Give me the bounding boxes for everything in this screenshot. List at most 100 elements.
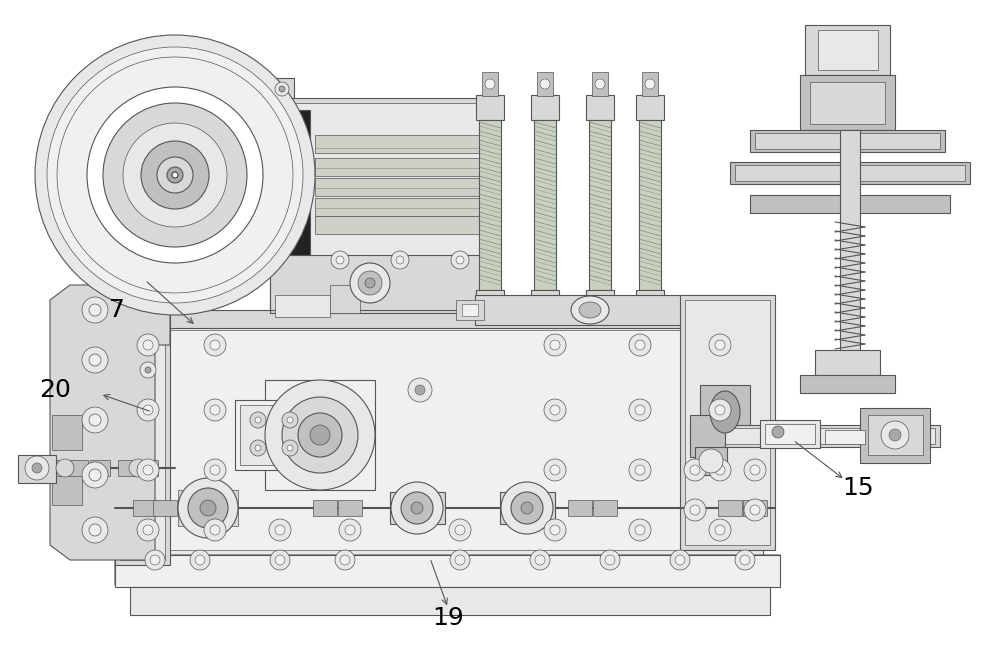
Circle shape	[210, 405, 220, 415]
Bar	[479, 120, 501, 290]
Circle shape	[629, 459, 651, 481]
Circle shape	[56, 459, 74, 477]
Circle shape	[200, 500, 216, 516]
Circle shape	[690, 505, 700, 515]
Circle shape	[123, 123, 227, 227]
Bar	[735, 165, 965, 181]
Bar	[800, 75, 895, 130]
Circle shape	[391, 251, 409, 269]
Bar	[235, 400, 320, 470]
Bar	[534, 120, 556, 290]
Circle shape	[485, 79, 495, 89]
Circle shape	[129, 459, 147, 477]
Circle shape	[275, 525, 285, 535]
Circle shape	[32, 463, 42, 473]
Bar	[535, 120, 555, 295]
Bar	[815, 350, 880, 375]
Circle shape	[750, 465, 760, 475]
Bar	[178, 490, 238, 526]
Circle shape	[265, 380, 375, 490]
Text: 7: 7	[109, 298, 125, 322]
Bar	[825, 430, 865, 444]
Circle shape	[89, 469, 101, 481]
Bar	[120, 240, 165, 560]
Circle shape	[82, 517, 108, 543]
Circle shape	[684, 499, 706, 521]
Circle shape	[595, 79, 605, 89]
Bar	[270, 98, 500, 313]
Circle shape	[287, 445, 293, 451]
Circle shape	[391, 482, 443, 534]
Circle shape	[35, 35, 315, 315]
Circle shape	[310, 425, 330, 445]
Circle shape	[635, 525, 645, 535]
Circle shape	[530, 550, 550, 570]
Circle shape	[282, 397, 358, 473]
Circle shape	[550, 465, 560, 475]
Bar	[475, 295, 760, 325]
Circle shape	[411, 502, 423, 514]
Circle shape	[150, 555, 160, 565]
Bar	[755, 133, 940, 149]
Bar	[642, 72, 658, 96]
Bar	[685, 300, 770, 545]
Circle shape	[544, 334, 566, 356]
Circle shape	[350, 263, 390, 303]
Circle shape	[82, 297, 108, 323]
Circle shape	[744, 499, 766, 521]
Circle shape	[103, 103, 247, 247]
Bar	[589, 120, 611, 290]
Bar	[593, 500, 617, 516]
Bar	[743, 500, 767, 516]
Circle shape	[709, 519, 731, 541]
Bar	[52, 470, 82, 505]
Circle shape	[195, 555, 205, 565]
Bar	[130, 587, 770, 615]
Circle shape	[137, 459, 159, 481]
Bar	[695, 428, 935, 444]
Bar	[115, 320, 763, 585]
Circle shape	[210, 525, 220, 535]
Bar	[482, 72, 498, 96]
Circle shape	[709, 334, 731, 356]
Circle shape	[396, 256, 404, 264]
Circle shape	[204, 459, 226, 481]
Circle shape	[89, 304, 101, 316]
Circle shape	[881, 421, 909, 449]
Circle shape	[210, 465, 220, 475]
Bar	[537, 72, 553, 96]
Bar	[500, 492, 555, 524]
Circle shape	[550, 405, 560, 415]
Circle shape	[690, 465, 700, 475]
Circle shape	[275, 555, 285, 565]
Circle shape	[629, 399, 651, 421]
Ellipse shape	[571, 296, 609, 324]
Bar	[810, 82, 885, 124]
Bar	[90, 460, 110, 476]
Bar	[640, 120, 660, 295]
Circle shape	[255, 417, 261, 423]
Bar	[695, 447, 727, 475]
Bar	[18, 455, 56, 483]
Bar	[275, 103, 495, 310]
Bar	[760, 420, 820, 448]
Bar	[338, 500, 362, 516]
Ellipse shape	[710, 391, 740, 433]
Circle shape	[275, 82, 289, 96]
Bar	[636, 290, 664, 312]
Circle shape	[521, 502, 533, 514]
Circle shape	[145, 367, 151, 373]
Bar	[138, 460, 158, 476]
Circle shape	[709, 459, 731, 481]
Bar	[68, 460, 88, 476]
Circle shape	[140, 362, 156, 378]
Circle shape	[709, 399, 731, 421]
Bar	[700, 385, 750, 440]
Bar	[153, 500, 177, 516]
Circle shape	[544, 399, 566, 421]
Polygon shape	[115, 555, 780, 585]
Bar	[313, 500, 337, 516]
Circle shape	[141, 141, 209, 209]
Circle shape	[744, 459, 766, 481]
Circle shape	[340, 555, 350, 565]
